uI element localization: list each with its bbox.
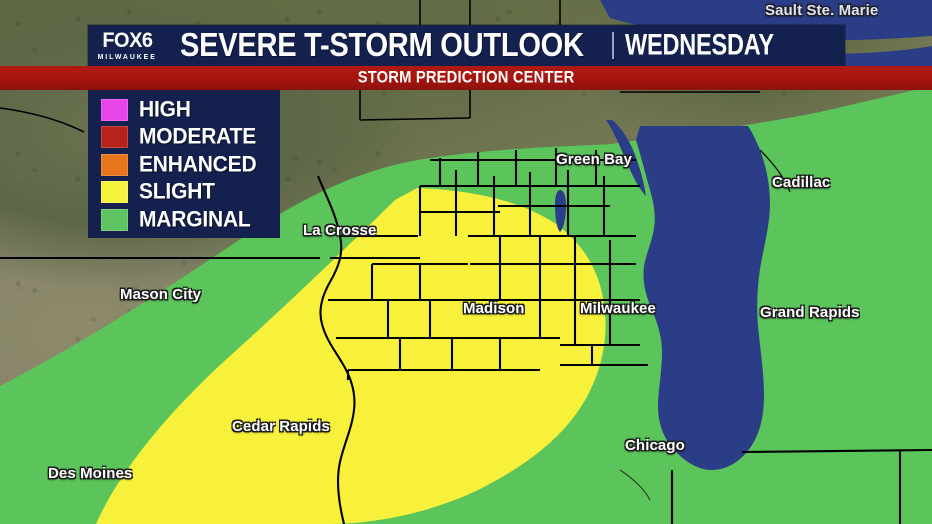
legend-row-slight[interactable]: SLIGHT (88, 179, 280, 206)
city-label-green-bay: Green Bay (556, 151, 632, 168)
legend-swatch-moderate (101, 126, 128, 148)
legend-row-high[interactable]: HIGH (88, 96, 280, 123)
page-title: SEVERE T-STORM OUTLOOK (180, 26, 584, 64)
legend-label: HIGH (139, 96, 191, 122)
legend-label: MARGINAL (139, 206, 251, 232)
city-label-cadillac: Cadillac (772, 174, 831, 191)
city-label-sault-ste-marie: Sault Ste. Marie (765, 2, 879, 19)
network-market-text: MILWAUKEE (97, 52, 157, 62)
city-label-la-crosse: La Crosse (303, 222, 377, 239)
source-label: STORM PREDICTION CENTER (357, 68, 575, 87)
city-label-des-moines: Des Moines (48, 465, 133, 482)
slight-risk-area (96, 188, 606, 524)
city-label-madison: Madison (463, 300, 525, 317)
legend-row-moderate[interactable]: MODERATE (88, 124, 280, 151)
legend-swatch-high (101, 98, 128, 121)
legend-label: SLIGHT (139, 179, 215, 204)
city-label-chicago: Chicago (625, 437, 685, 454)
city-label-milwaukee: Milwaukee (580, 300, 656, 317)
network-logo-text: FOX6 (101, 29, 153, 53)
source-bar: STORM PREDICTION CENTER (0, 66, 932, 90)
city-label-mason-city: Mason City (120, 286, 202, 303)
legend-label: MODERATE (139, 124, 257, 149)
lake-winnebago-water (555, 190, 566, 232)
fox6-milwaukee-logo: FOX6 MILWAUKEE (88, 25, 166, 66)
risk-category-legend: HIGH MODERATE ENHANCED SLIGHT MARGINAL (88, 90, 280, 238)
title-divider (612, 32, 615, 59)
legend-swatch-marginal (101, 208, 128, 231)
title-bar: FOX6 MILWAUKEE SEVERE T-STORM OUTLOOK WE… (88, 25, 845, 66)
city-label-grand-rapids: Grand Rapids (760, 304, 860, 321)
legend-label: ENHANCED (139, 151, 257, 177)
green-bay-water (606, 120, 646, 196)
legend-swatch-enhanced (101, 153, 128, 176)
legend-row-enhanced[interactable]: ENHANCED (88, 151, 280, 178)
legend-row-marginal[interactable]: MARGINAL (88, 206, 280, 233)
legend-swatch-slight (101, 181, 128, 203)
city-label-cedar-rapids: Cedar Rapids (232, 418, 330, 435)
forecast-day-label: WEDNESDAY (625, 28, 775, 62)
lake-michigan-water (636, 126, 770, 470)
